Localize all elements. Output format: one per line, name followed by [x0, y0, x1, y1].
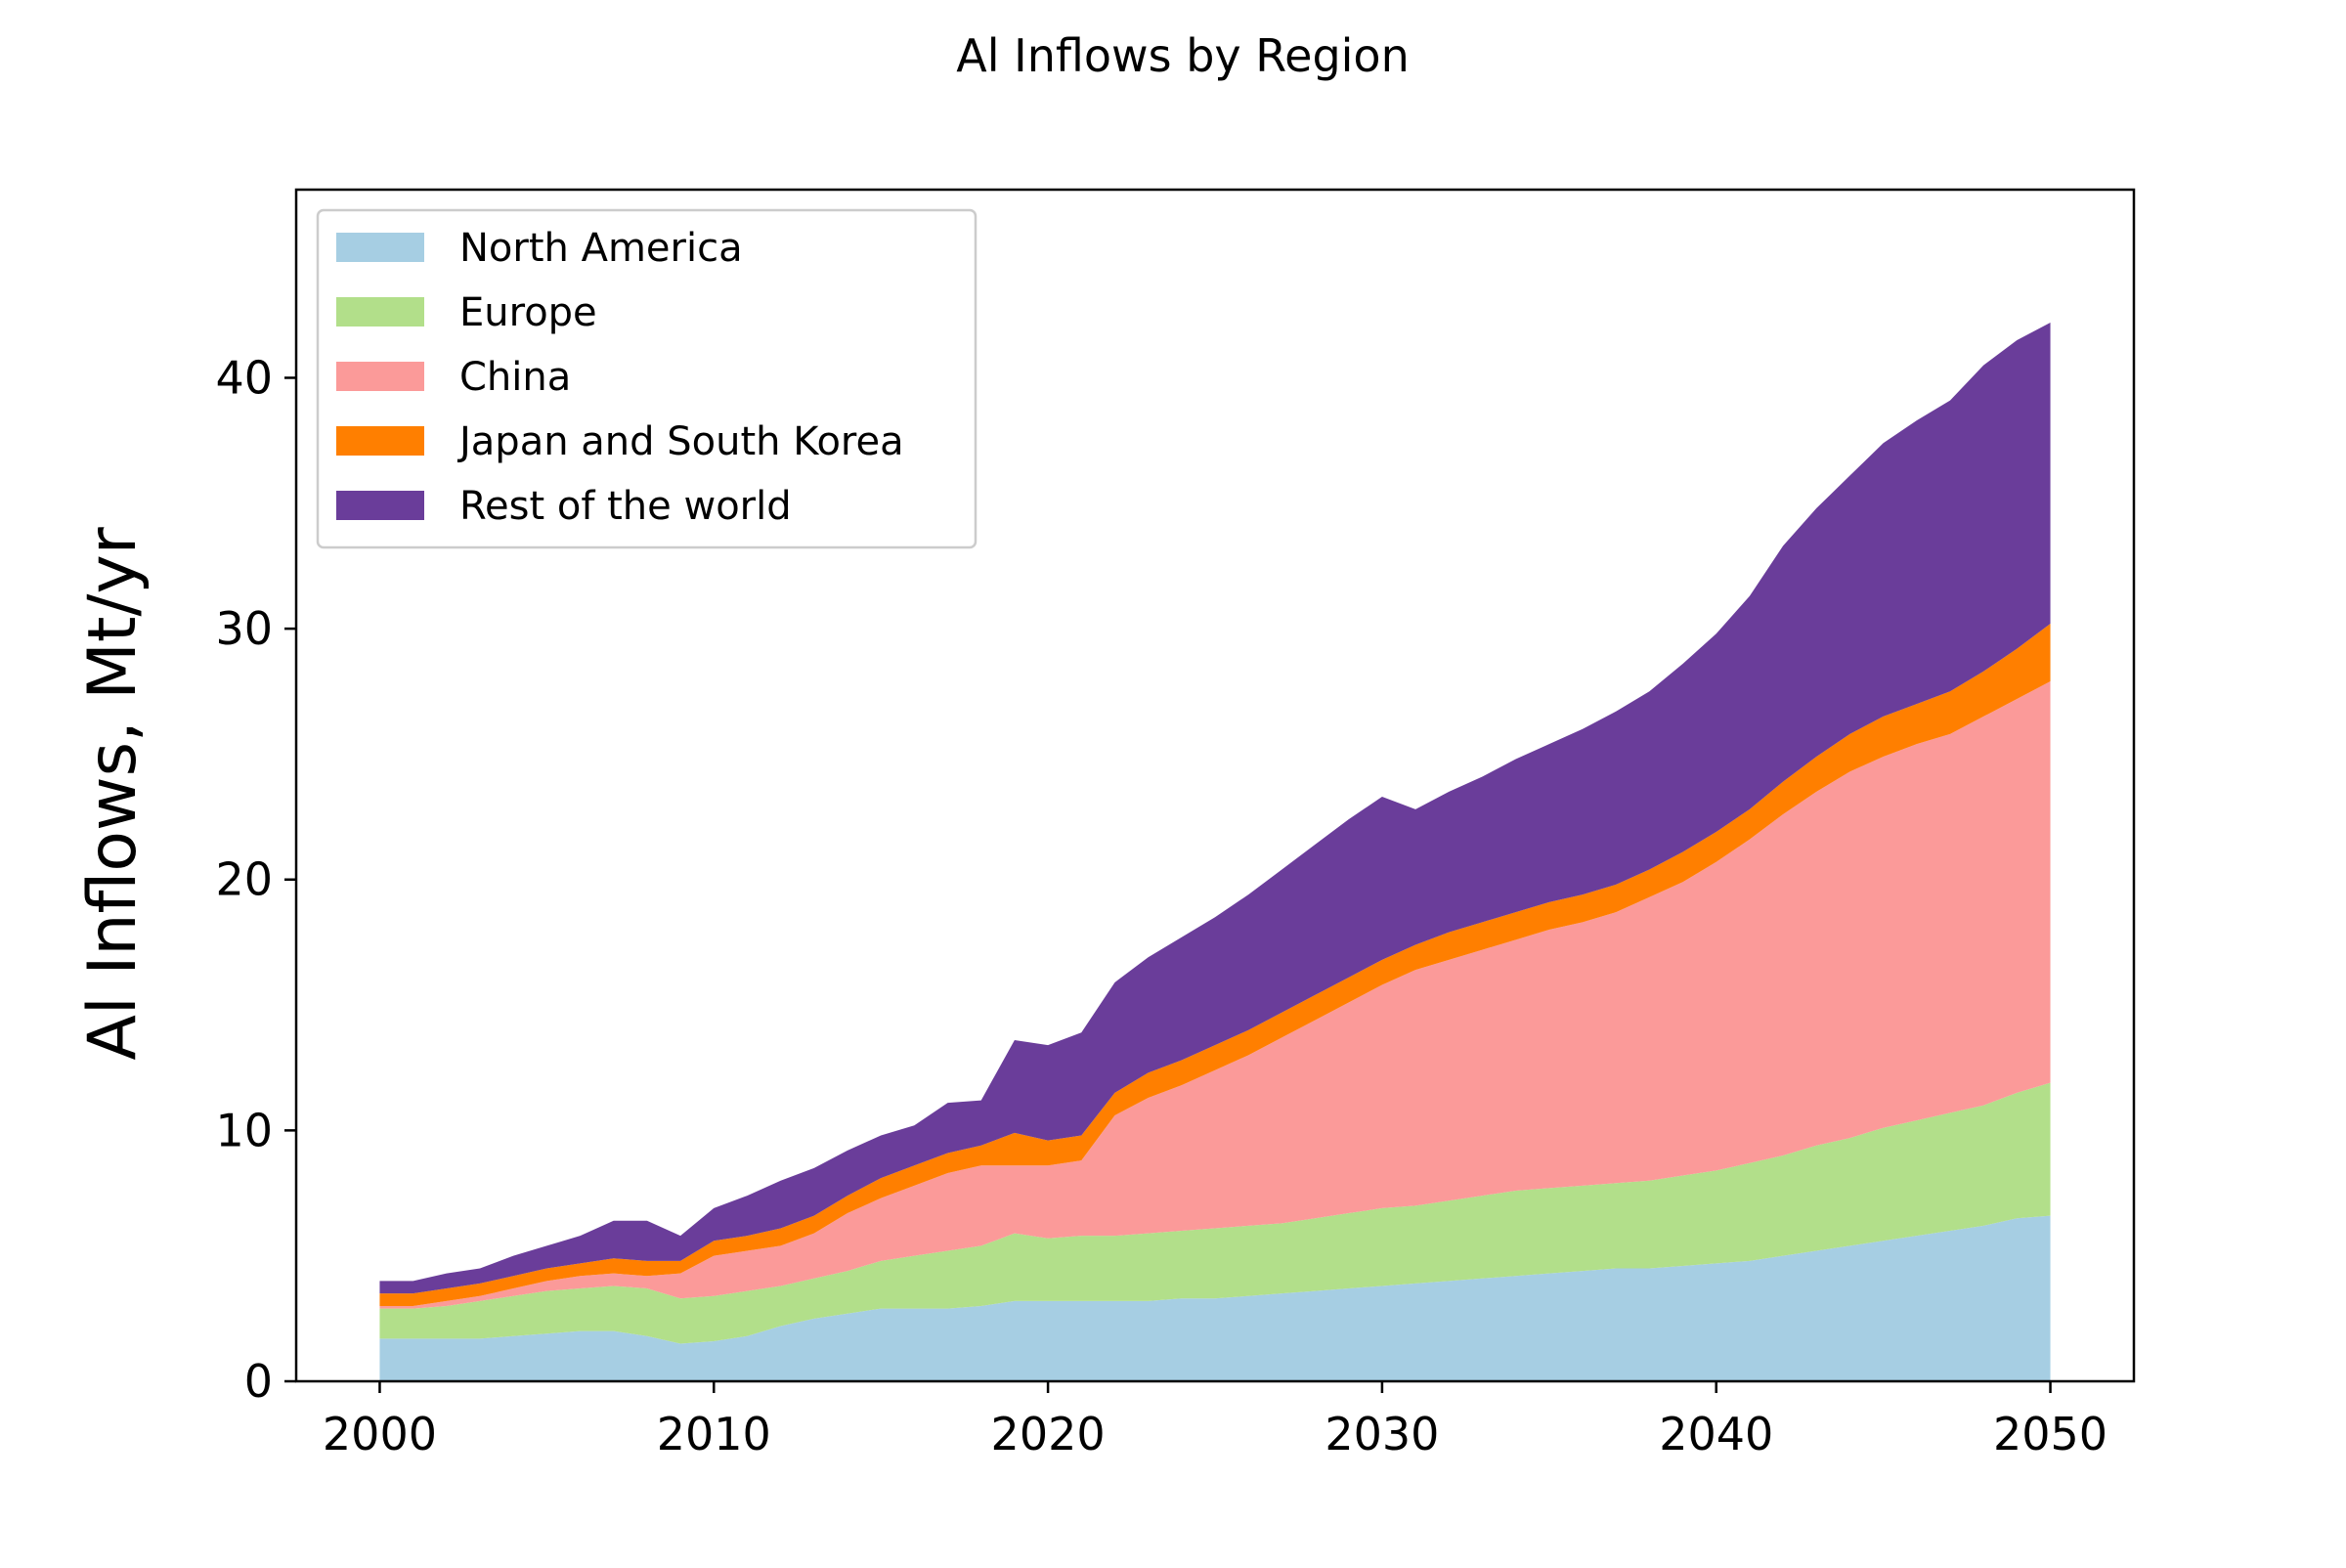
legend-box	[316, 208, 978, 549]
legend-swatch	[336, 233, 424, 262]
area-china	[379, 681, 2051, 1309]
x-tick-label: 2030	[1325, 1408, 1439, 1460]
x-tick-label: 2020	[991, 1408, 1106, 1460]
legend: North America Europe China Japan and South …	[316, 208, 978, 549]
chart-title: Al Inflows by Region	[956, 29, 1409, 82]
x-tick-label: 2050	[1993, 1408, 2107, 1460]
y-tick-label: 0	[244, 1355, 273, 1408]
x-tick-label: 2000	[323, 1408, 437, 1460]
legend-label: Japan and South Korea	[456, 419, 904, 464]
legend-swatch	[336, 362, 424, 391]
legend-swatch	[336, 426, 424, 456]
y-tick-label: 10	[215, 1104, 273, 1156]
x-tick-label: 2040	[1659, 1408, 1773, 1460]
y-tick-label: 30	[215, 602, 273, 655]
legend-label: Rest of the world	[459, 484, 792, 529]
legend-swatch	[336, 491, 424, 520]
area-europe	[379, 1082, 2051, 1344]
legend-label: North America	[459, 226, 743, 271]
legend-swatch	[336, 297, 424, 327]
y-axis-label: Al Inflows, Mt/yr	[74, 527, 152, 1060]
legend-label: China	[459, 355, 571, 400]
y-tick-label: 20	[215, 853, 273, 906]
x-tick-label: 2010	[657, 1408, 771, 1460]
stacked-areas	[379, 323, 2051, 1381]
plot-frame	[294, 188, 2136, 1383]
area-rest-of-the-world	[379, 323, 2051, 1294]
y-tick-label: 40	[215, 351, 273, 404]
legend-label: Europe	[459, 290, 597, 335]
